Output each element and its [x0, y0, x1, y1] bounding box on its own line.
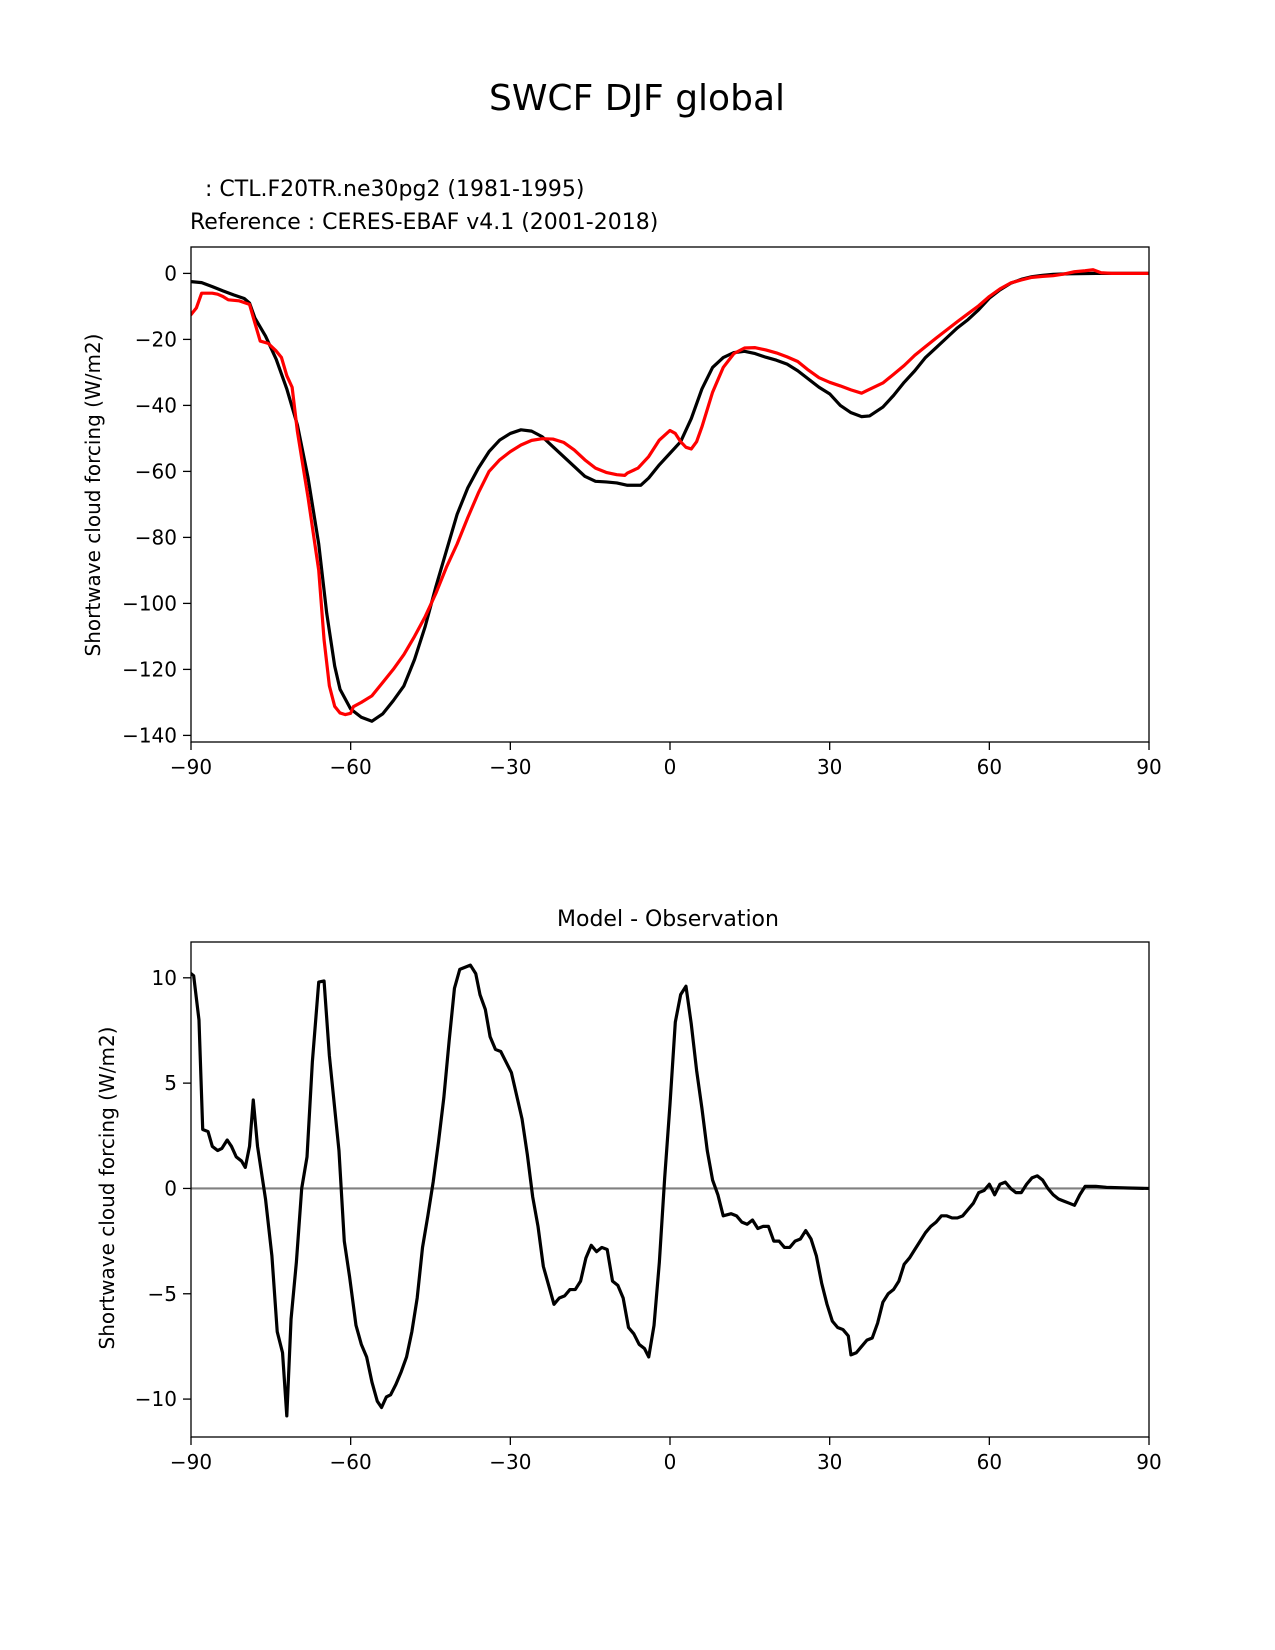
y-tick-label: −140 — [122, 723, 177, 747]
x-tick-label: 30 — [817, 755, 842, 779]
y-tick-label: −5 — [148, 1282, 177, 1306]
y-tick-label: −10 — [135, 1387, 177, 1411]
y-tick-label: 0 — [164, 261, 177, 285]
x-tick-label: −90 — [170, 755, 212, 779]
x-tick-label: 0 — [664, 755, 677, 779]
x-tick-label: 60 — [977, 755, 1002, 779]
x-tick-label: 60 — [977, 1450, 1002, 1474]
x-tick-label: 0 — [664, 1450, 677, 1474]
x-tick-label: −30 — [489, 755, 531, 779]
y-tick-label: −120 — [122, 657, 177, 681]
test-case-title: : CTL.F20TR.ne30pg2 (1981-1995) — [205, 177, 585, 202]
bottom-panel: Model - Observation Shortwave cloud forc… — [95, 907, 1162, 1474]
y-tick-label: 5 — [164, 1071, 177, 1095]
y-tick-label: −40 — [135, 393, 177, 417]
x-tick-label: 30 — [817, 1450, 842, 1474]
difference-series-line — [191, 963, 1149, 1418]
figure-title: SWCF DJF global — [489, 78, 785, 119]
x-tick-label: −60 — [330, 1450, 372, 1474]
test-series-line — [191, 271, 1149, 723]
top-panel: : CTL.F20TR.ne30pg2 (1981-1995) Referenc… — [81, 177, 1162, 779]
x-tick-label: −30 — [489, 1450, 531, 1474]
y-axis-label: Shortwave cloud forcing (W/m2) — [81, 334, 105, 657]
y-tick-label: 10 — [152, 966, 177, 990]
reference-series-line — [191, 268, 1149, 717]
x-tick-label: 90 — [1136, 755, 1161, 779]
y-tick-label: 0 — [164, 1176, 177, 1200]
y-tick-label: −100 — [122, 591, 177, 615]
x-tick-label: −90 — [170, 1450, 212, 1474]
y-tick-label: −80 — [135, 525, 177, 549]
y-tick-label: −20 — [135, 327, 177, 351]
x-tick-label: −60 — [330, 755, 372, 779]
x-tick-label: 90 — [1136, 1450, 1161, 1474]
reference-title: Reference : CERES-EBAF v4.1 (2001-2018) — [190, 210, 658, 235]
difference-title: Model - Observation — [557, 907, 779, 932]
y-axis-label: Shortwave cloud forcing (W/m2) — [95, 1027, 119, 1350]
y-tick-label: −60 — [135, 459, 177, 483]
